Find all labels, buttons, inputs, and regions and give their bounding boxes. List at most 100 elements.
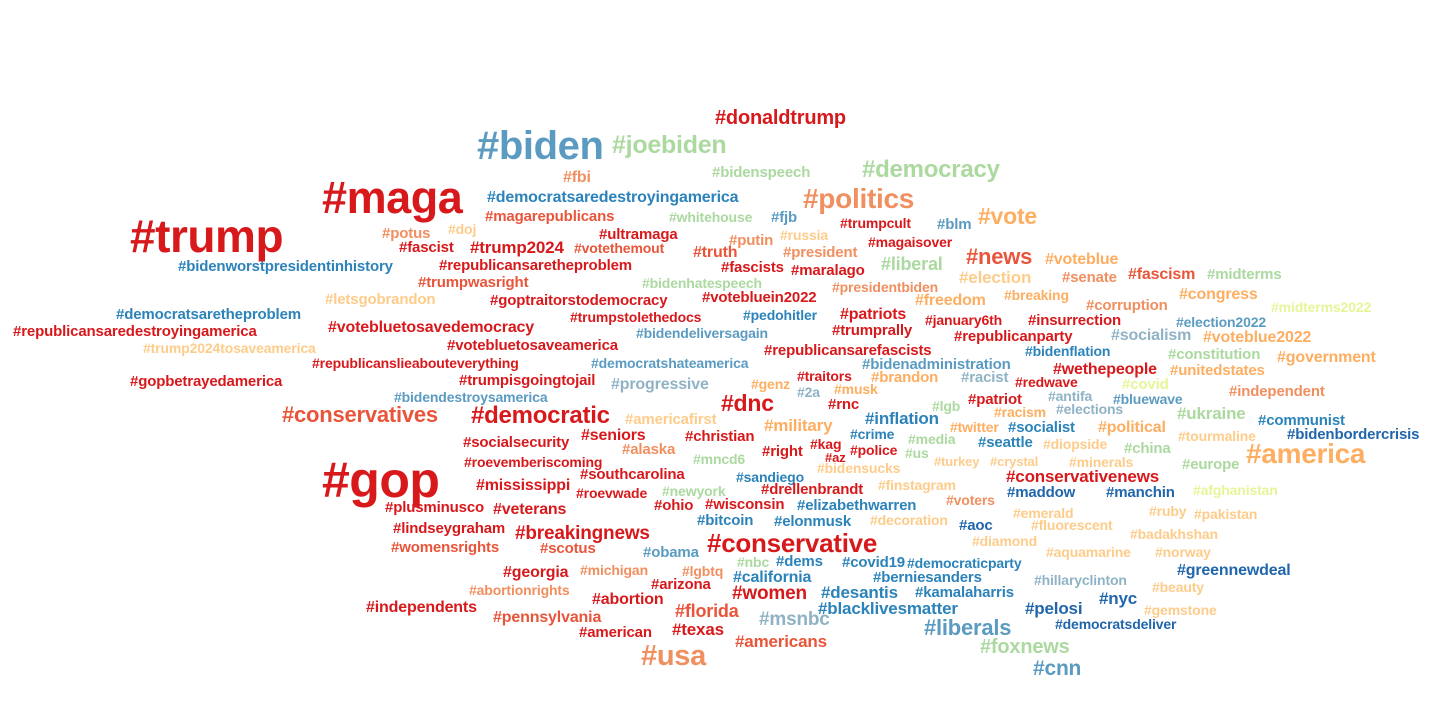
word-bidenhatespeech: #bidenhatespeech [642, 275, 762, 291]
word-voteblue2022: #voteblue2022 [1203, 329, 1312, 346]
word-women: #women [732, 583, 807, 604]
word-senate: #senate [1062, 269, 1117, 286]
word-georgia: #georgia [503, 564, 569, 581]
word-ukraine: #ukraine [1177, 404, 1246, 423]
word-ultramaga: #ultramaga [599, 226, 678, 243]
word-wethepeople: #wethepeople [1053, 361, 1157, 378]
word-democratshateamerica: #democratshateamerica [591, 355, 749, 371]
word-aoc: #aoc [959, 517, 993, 534]
word-patriot: #patriot [968, 391, 1022, 408]
word-votebluetosavedemocracy: #votebluetosavedemocracy [328, 319, 535, 336]
word-military: #military [764, 416, 833, 435]
word-covid19: #covid19 [842, 554, 906, 571]
word-texas: #texas [672, 620, 724, 639]
word-fascism: #fascism [1128, 266, 1196, 283]
word-democratic: #democratic [471, 402, 610, 429]
word-magarepublicans: #magarepublicans [485, 208, 615, 225]
word-obama: #obama [643, 544, 699, 561]
word-goptraitorstodemocracy: #goptraitorstodemocracy [490, 292, 668, 309]
word-norway: #norway [1155, 544, 1211, 560]
word-drellenbrandt: #drellenbrandt [761, 481, 864, 498]
word-liberal: #liberal [881, 254, 943, 274]
word-plusminusco: #plusminusco [385, 499, 485, 516]
word-maga: #maga [322, 172, 463, 223]
word-midterms: #midterms [1207, 266, 1282, 283]
word-putin: #putin [729, 232, 774, 249]
word-alaska: #alaska [622, 441, 676, 458]
word-lgbtq: #lgbtq [682, 563, 724, 579]
word-manchin: #manchin [1106, 484, 1175, 501]
word-midterms2022: #midterms2022 [1271, 299, 1372, 315]
word-trumprally: #trumprally [832, 322, 913, 339]
word-pennsylvania: #pennsylvania [493, 609, 602, 626]
word-russia: #russia [780, 227, 829, 243]
word-republicansarefascists: #republicansarefascists [764, 342, 932, 359]
word-bidenspeech: #bidenspeech [712, 164, 811, 181]
word-bluewave: #bluewave [1113, 391, 1183, 407]
word-racism: #racism [994, 404, 1046, 420]
word-emerald: #emerald [1013, 505, 1074, 521]
word-trumpisgoingtojail: #trumpisgoingtojail [459, 372, 596, 389]
word-redwave: #redwave [1015, 374, 1078, 390]
word-inflation: #inflation [865, 409, 939, 428]
word-hillaryclinton: #hillaryclinton [1034, 572, 1127, 588]
word-desantis: #desantis [821, 583, 898, 602]
word-nyc: #nyc [1099, 589, 1138, 608]
word-biden: #biden [477, 124, 604, 168]
word-gopbetrayedamerica: #gopbetrayedamerica [130, 373, 283, 390]
word-florida: #florida [675, 601, 739, 621]
word-finstagram: #finstagram [878, 477, 956, 493]
word-china: #china [1124, 440, 1171, 457]
word-maralago: #maralago [791, 262, 865, 279]
word-minerals: #minerals [1069, 454, 1134, 470]
word-pakistan: #pakistan [1194, 506, 1258, 522]
word-decoration: #decoration [870, 512, 948, 528]
word-afghanistan: #afghanistan [1193, 482, 1278, 498]
word-veterans: #veterans [493, 501, 567, 518]
word-sandiego: #sandiego [736, 469, 804, 485]
word-trump2024: #trump2024 [470, 238, 564, 257]
word-racist: #racist [961, 369, 1009, 386]
word-mississippi: #mississippi [476, 477, 571, 494]
word-christian: #christian [685, 428, 755, 445]
word-aquamarine: #aquamarine [1046, 544, 1131, 560]
word-roevemberiscoming: #roevemberiscoming [464, 454, 603, 470]
word-cnn: #cnn [1033, 657, 1082, 680]
word-southcarolina: #southcarolina [580, 466, 685, 483]
word-arizona: #arizona [651, 576, 711, 593]
word-republicansaretheproblem: #republicansaretheproblem [439, 257, 632, 274]
word-roevwade: #roevwade [576, 485, 648, 501]
word-election2022: #election2022 [1176, 314, 1267, 330]
word-fjb: #fjb [771, 209, 798, 226]
word-conservative: #conservative [707, 528, 878, 558]
word-politics: #politics [803, 183, 915, 214]
word-america: #america [1246, 438, 1366, 469]
word-vote: #vote [978, 203, 1037, 229]
word-liberals: #liberals [924, 615, 1012, 640]
word-blacklivesmatter: #blacklivesmatter [818, 599, 958, 618]
word-political: #political [1098, 419, 1166, 436]
word-american: #american [579, 624, 652, 641]
word-president: #president [783, 244, 858, 261]
word-diopside: #diopside [1043, 436, 1108, 452]
word-freedom: #freedom [915, 292, 986, 309]
word-trumpwasright: #trumpwasright [418, 274, 529, 291]
word-independents: #independents [366, 599, 477, 616]
word-msnbc: #msnbc [759, 609, 830, 630]
word-mncd6: #mncd6 [693, 451, 746, 467]
word-elections: #elections [1056, 401, 1124, 417]
word-election: #election [959, 268, 1032, 287]
word-greennewdeal: #greennewdeal [1177, 562, 1291, 579]
word-maddow: #maddow [1007, 484, 1076, 501]
word-votebluetosaveamerica: #votebluetosaveamerica [447, 337, 618, 354]
word-brandon: #brandon [871, 369, 939, 386]
word-lindseygraham: #lindseygraham [393, 520, 506, 537]
word-scotus: #scotus [540, 540, 596, 557]
word-ohio: #ohio [654, 497, 694, 514]
word-whitehouse: #whitehouse [669, 209, 753, 225]
word-turkey: #turkey [934, 454, 980, 469]
word-fbi: #fbi [563, 169, 591, 186]
word-berniesanders: #berniesanders [873, 569, 982, 586]
word-joebiden: #joebiden [612, 131, 727, 159]
